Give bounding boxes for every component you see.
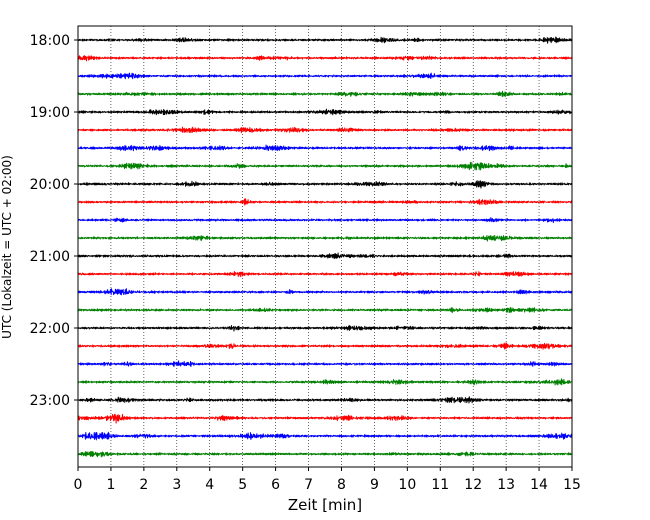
x-tick-label: 3 — [172, 477, 181, 493]
x-tick-label: 0 — [74, 477, 83, 493]
x-tick-label: 14 — [530, 477, 548, 493]
x-tick-label: 11 — [431, 477, 449, 493]
x-tick-label: 2 — [139, 477, 148, 493]
trace-1830 — [77, 72, 573, 80]
trace-2330 — [77, 431, 573, 441]
trace-2100 — [77, 252, 573, 259]
y-axis-ticks: 18:00 19:00 20:00 21:00 22:00 23:00 — [30, 33, 78, 409]
y-tick-label: 21:00 — [30, 249, 70, 265]
seismic-traces — [77, 36, 573, 458]
x-tick-label: 7 — [304, 477, 313, 493]
trace-1815 — [77, 55, 573, 62]
trace-2215 — [77, 342, 573, 350]
y-tick-label: 23:00 — [30, 393, 70, 409]
trace-2300 — [77, 396, 573, 404]
x-axis-ticks: 0 1 2 3 4 5 6 7 8 9 10 11 12 13 14 15 — [74, 467, 581, 493]
x-tick-label: 10 — [398, 477, 416, 493]
trace-1800 — [77, 36, 573, 44]
x-tick-label: 6 — [271, 477, 280, 493]
x-tick-label: 4 — [205, 477, 214, 493]
y-tick-label: 19:00 — [30, 105, 70, 121]
trace-1930 — [77, 144, 573, 152]
trace-1900 — [77, 108, 573, 116]
trace-2145 — [77, 306, 573, 314]
x-tick-label: 8 — [337, 477, 346, 493]
x-tick-label: 1 — [106, 477, 115, 493]
y-tick-label: 18:00 — [30, 33, 70, 49]
y-tick-label: 20:00 — [30, 177, 70, 193]
trace-2130 — [77, 288, 573, 296]
x-tick-label: 15 — [563, 477, 581, 493]
trace-2030 — [77, 217, 573, 224]
x-tick-label: 13 — [497, 477, 515, 493]
x-tick-label: 5 — [238, 477, 247, 493]
trace-2245 — [77, 378, 573, 386]
plot-frame — [77, 25, 573, 468]
trace-1945 — [77, 161, 573, 171]
x-axis-label: Zeit [min] — [288, 496, 362, 514]
trace-2000 — [77, 180, 573, 189]
x-tick-label: 9 — [370, 477, 379, 493]
y-tick-label: 22:00 — [30, 321, 70, 337]
trace-2200 — [77, 325, 573, 332]
y-axis-label: UTC (Lokalzeit = UTC + 02:00) — [0, 155, 14, 339]
plot-background — [78, 26, 572, 467]
trace-2315 — [77, 413, 573, 424]
trace-2230 — [77, 360, 573, 368]
trace-1845 — [77, 90, 573, 97]
x-tick-label: 12 — [464, 477, 482, 493]
trace-1915 — [77, 126, 573, 134]
trace-2015 — [77, 198, 573, 206]
trace-2045 — [77, 234, 573, 242]
trace-2345 — [77, 450, 573, 458]
trace-2115 — [77, 270, 573, 278]
